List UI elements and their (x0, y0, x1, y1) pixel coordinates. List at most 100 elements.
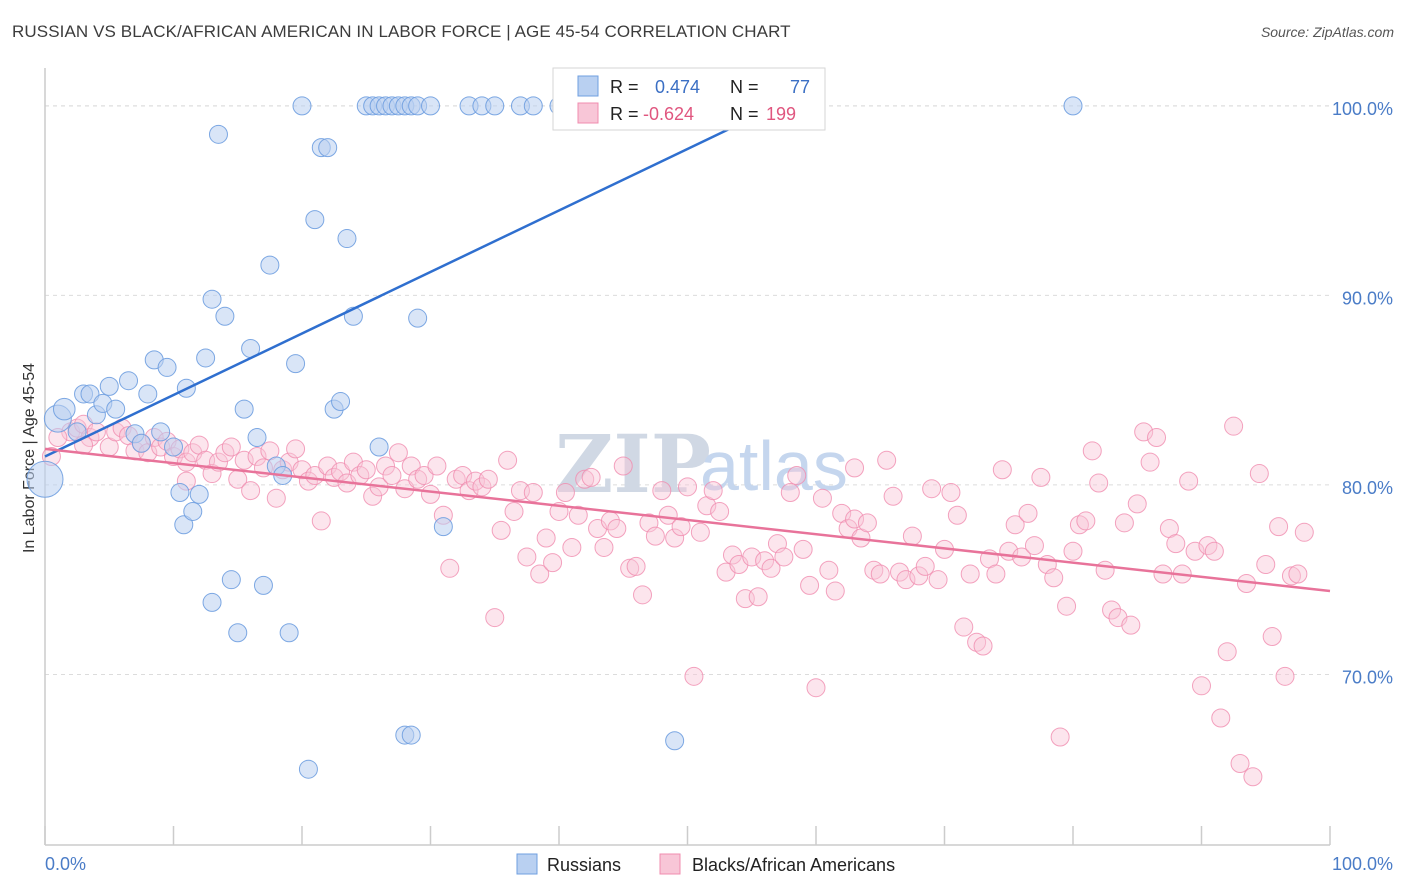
point-blacks-196 (845, 458, 865, 478)
trend-line-blacks (44, 447, 1331, 593)
point-russians-29 (228, 623, 248, 643)
point-blacks-179 (1211, 708, 1231, 728)
bottom-legend-russians: Russians (547, 855, 621, 875)
y-tick-label-80: 80.0% (1342, 478, 1393, 498)
point-blacks-158 (1076, 511, 1096, 531)
point-blacks-186 (1256, 555, 1276, 575)
point-blacks-126 (870, 564, 890, 584)
point-russians-38 (286, 354, 306, 374)
point-blacks-108 (755, 551, 775, 571)
point-blacks-109 (761, 558, 781, 578)
point-blacks-175 (1185, 541, 1205, 561)
point-blacks-54 (408, 469, 428, 489)
point-russians-19 (174, 515, 194, 535)
point-russians-22 (189, 484, 209, 504)
point-blacks-39 (311, 511, 331, 531)
point-russians-30 (234, 399, 254, 419)
point-russians-21 (183, 501, 203, 521)
point-blacks-145 (992, 460, 1012, 480)
point-blacks-74 (536, 528, 556, 548)
point-blacks-18 (176, 452, 196, 472)
point-russians-62 (433, 517, 453, 537)
trend-line-russians (44, 104, 778, 458)
point-russians-9 (106, 399, 126, 419)
point-blacks-32 (266, 488, 286, 508)
point-blacks-169 (1147, 428, 1167, 448)
point-blacks-144 (986, 564, 1006, 584)
point-blacks-189 (1275, 666, 1295, 686)
point-blacks-166 (1127, 494, 1147, 514)
legend-r-label-russians: R = (610, 77, 639, 97)
point-russians-61 (401, 725, 421, 745)
point-blacks-191 (1288, 564, 1308, 584)
point-blacks-69 (504, 501, 524, 521)
point-blacks-161 (1095, 560, 1115, 580)
point-russians-65 (485, 96, 505, 116)
point-blacks-138 (947, 505, 967, 525)
point-blacks-117 (812, 488, 832, 508)
legend-n-value-blacks: 199 (766, 104, 796, 124)
point-blacks-47 (363, 486, 383, 506)
point-russians-15 (151, 422, 171, 442)
point-blacks-162 (1102, 600, 1122, 620)
point-blacks-147 (1005, 515, 1025, 535)
point-russians-12 (131, 433, 151, 453)
point-blacks-79 (568, 505, 588, 525)
point-russians-33 (253, 575, 273, 595)
point-blacks-64 (472, 477, 492, 497)
point-russians-39 (292, 96, 312, 116)
point-blacks-180 (1217, 642, 1237, 662)
point-blacks-128 (883, 486, 903, 506)
trend-lines (44, 104, 1331, 593)
point-blacks-66 (485, 608, 505, 628)
point-blacks-101 (710, 501, 730, 521)
point-blacks-135 (928, 570, 948, 590)
point-blacks-80 (575, 469, 595, 489)
legend-swatch-blacks (577, 102, 599, 124)
point-blacks-81 (581, 467, 601, 487)
legend-r-value-blacks: -0.624 (643, 104, 694, 124)
watermark: ZIP atlas (555, 417, 848, 511)
point-blacks-65 (478, 469, 498, 489)
point-blacks-112 (780, 483, 800, 503)
point-blacks-188 (1269, 517, 1289, 537)
point-blacks-95 (671, 517, 691, 537)
point-blacks-153 (1044, 568, 1064, 588)
point-blacks-55 (414, 465, 434, 485)
point-blacks-71 (517, 547, 537, 567)
point-blacks-165 (1121, 615, 1141, 635)
watermark-atlas: atlas (700, 427, 848, 505)
point-blacks-185 (1249, 464, 1269, 484)
point-blacks-192 (1294, 522, 1314, 542)
point-blacks-125 (864, 560, 884, 580)
point-blacks-78 (562, 537, 582, 557)
point-blacks-167 (1134, 422, 1154, 442)
point-blacks-122 (845, 509, 865, 529)
point-russians-76 (1063, 96, 1083, 116)
point-russians-34 (260, 255, 280, 275)
point-blacks-103 (722, 545, 742, 565)
point-blacks-67 (491, 520, 511, 540)
point-blacks-150 (1024, 536, 1044, 556)
point-blacks-134 (922, 479, 942, 499)
y-axis-label: In Labor Force | Age 45-54 (21, 363, 38, 553)
series-blacks-points (41, 414, 1314, 787)
point-blacks-28 (241, 481, 261, 501)
point-blacks-156 (1063, 541, 1083, 561)
point-blacks-160 (1089, 473, 1109, 493)
point-blacks-98 (690, 522, 710, 542)
point-blacks-88 (626, 556, 646, 576)
point-russians-17 (164, 437, 183, 457)
point-blacks-132 (909, 566, 929, 586)
point-blacks-157 (1069, 515, 1089, 535)
point-blacks-93 (658, 505, 678, 525)
chart-source: Source: ZipAtlas.com (1260, 24, 1394, 40)
point-blacks-86 (613, 456, 633, 476)
point-russians-10 (119, 371, 139, 391)
point-blacks-190 (1281, 566, 1301, 586)
point-russians-67 (523, 96, 543, 116)
point-blacks-131 (902, 526, 922, 546)
point-blacks-142 (973, 636, 993, 656)
point-russians-40 (298, 759, 318, 779)
point-blacks-36 (292, 460, 312, 480)
